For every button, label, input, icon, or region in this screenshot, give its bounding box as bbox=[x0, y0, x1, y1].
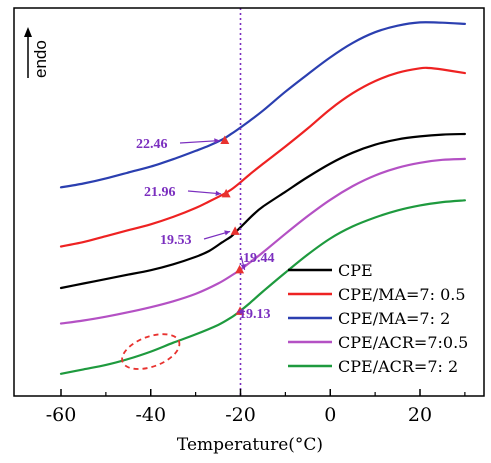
y-axis-label: endo bbox=[24, 27, 50, 78]
series-lines bbox=[59, 21, 466, 375]
x-tick-label-3: 0 bbox=[324, 404, 336, 426]
endo-arrowhead-icon bbox=[24, 27, 32, 37]
annotation-arrow-1 bbox=[187, 190, 222, 195]
x-tick-label-0: -60 bbox=[46, 404, 77, 426]
y-axis-title: endo bbox=[31, 40, 50, 78]
series-line-2 bbox=[59, 21, 466, 189]
annotation-label-0: 22.46 bbox=[136, 137, 168, 152]
legend-label-4: CPE/ACR=7: 2 bbox=[338, 357, 458, 376]
x-axis: -60 -40 -20 0 20 bbox=[46, 389, 466, 426]
annotation-label-3: 19.44 bbox=[243, 251, 275, 266]
x-tick-label-1: -40 bbox=[135, 404, 166, 426]
series-line-3 bbox=[59, 157, 466, 325]
series-line-4 bbox=[59, 199, 466, 375]
highlight-ellipse bbox=[121, 333, 181, 370]
annotation-arrowhead-2 bbox=[224, 230, 231, 236]
legend-label-2: CPE/MA=7: 2 bbox=[338, 309, 450, 328]
series-line-1 bbox=[59, 66, 466, 248]
annotation-arrowhead-4 bbox=[239, 309, 246, 315]
x-tick-label-2: -20 bbox=[225, 404, 256, 426]
annotation-arrowhead-0 bbox=[214, 138, 220, 144]
transition-marker-3 bbox=[235, 264, 245, 274]
annotation-arrow-0 bbox=[179, 139, 220, 144]
transition-marker-1 bbox=[221, 188, 231, 198]
annotation-label-1: 21.96 bbox=[144, 185, 176, 200]
x-tick-label-4: 20 bbox=[408, 404, 432, 426]
legend-label-1: CPE/MA=7: 0.5 bbox=[338, 285, 466, 304]
legend-label-0: CPE bbox=[338, 261, 373, 280]
annotation-label-2: 19.53 bbox=[160, 233, 192, 248]
annotation-arrowhead-3 bbox=[240, 264, 246, 270]
annotation-label-4: 19.13 bbox=[239, 307, 271, 322]
transition-marker-2 bbox=[230, 226, 240, 235]
x-axis-title: Temperature(°C) bbox=[177, 435, 323, 455]
series-line-0 bbox=[59, 132, 466, 290]
legend-label-3: CPE/ACR=7:0.5 bbox=[338, 333, 468, 352]
annotations: 22.46 21.96 19.53 19.44 19.13 bbox=[121, 8, 275, 396]
transition-marker-0 bbox=[220, 135, 230, 145]
annotation-arrowhead-1 bbox=[215, 190, 222, 196]
plot-frame bbox=[13, 7, 485, 397]
legend: CPE CPE/MA=7: 0.5 CPE/MA=7: 2 CPE/ACR=7:0.5… bbox=[288, 261, 468, 376]
